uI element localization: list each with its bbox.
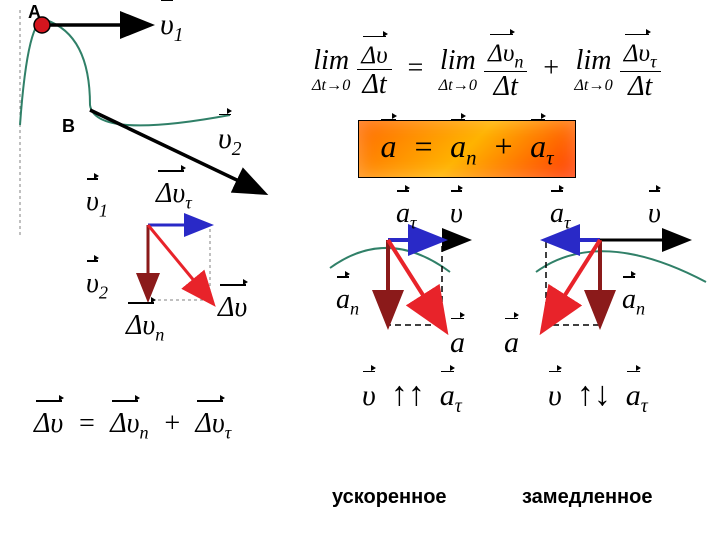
- caption-accelerated: ускоренное: [332, 486, 447, 509]
- dv-vector: [148, 225, 210, 300]
- accel-atau-lbl: aτ: [396, 198, 417, 233]
- equation-limit: limΔt→0 ΔυΔt = limΔt→0 ΔυnΔt + limΔt→0 Δ…: [312, 38, 661, 102]
- accel-a-lbl: a: [450, 326, 465, 360]
- formula-box: a = an + aτ: [358, 120, 576, 178]
- label-a: A: [28, 2, 41, 23]
- label-v1: υ1: [160, 8, 184, 47]
- tri-dv: Δυ: [218, 292, 247, 324]
- decel-atau-lbl: aτ: [550, 198, 571, 233]
- tri-v1: υ1: [86, 186, 108, 221]
- tri-dvn: Δυn: [126, 310, 164, 345]
- relation-decelerated: υ ↑↓ aτ: [548, 376, 648, 418]
- accel-an-lbl: an: [336, 284, 359, 319]
- tri-dvt: Δυτ: [156, 178, 192, 213]
- label-v2: υ2: [218, 122, 242, 161]
- caption-decelerated: замедленное: [522, 486, 652, 509]
- decel-v-lbl: υ: [648, 198, 661, 230]
- relation-accelerated: υ ↑↑ aτ: [362, 376, 462, 418]
- equation-delta-v: Δυ = Δυn + Δυτ: [34, 408, 231, 443]
- curve-decel: [536, 251, 706, 282]
- decel-a-lbl: a: [504, 326, 519, 360]
- tri-v2: υ2: [86, 268, 108, 303]
- label-b: B: [62, 116, 75, 137]
- decel-an-lbl: an: [622, 284, 645, 319]
- decel-a: [546, 240, 600, 325]
- trajectory-curve: [20, 20, 230, 126]
- accel-v-lbl: υ: [450, 198, 463, 230]
